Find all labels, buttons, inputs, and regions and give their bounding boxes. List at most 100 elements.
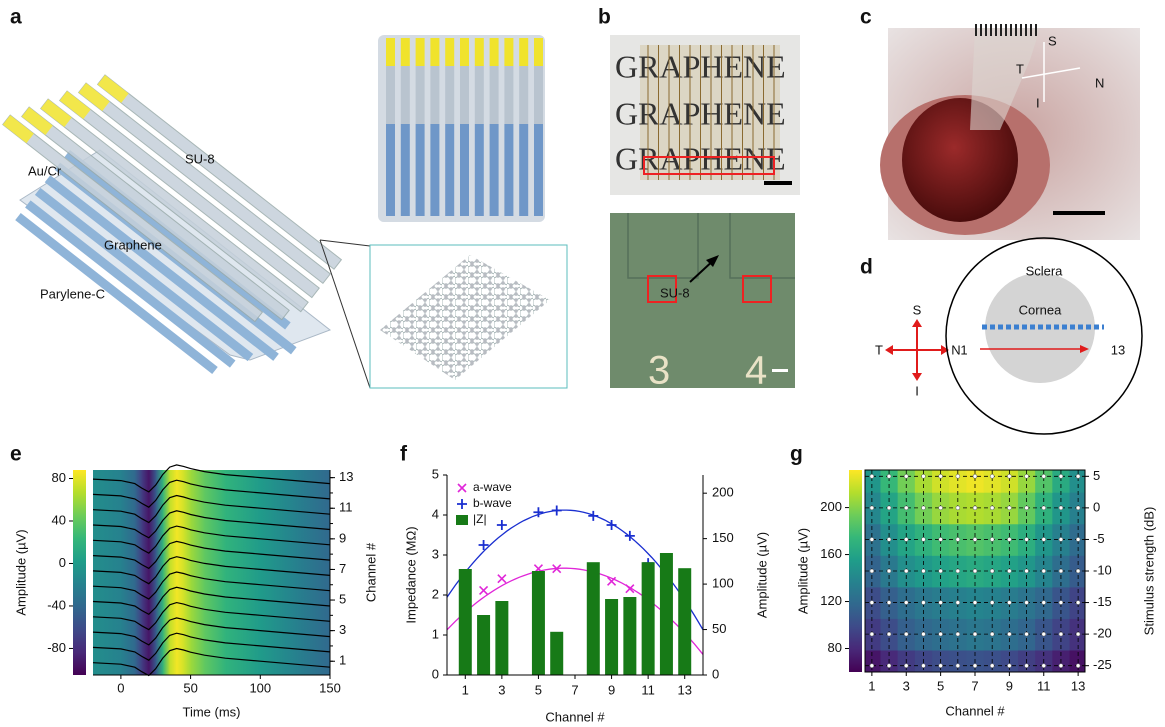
sample-point	[1059, 474, 1063, 478]
y-tick-label: 120	[820, 593, 842, 608]
sample-point	[1076, 474, 1080, 478]
x-tick-label: 9	[608, 682, 615, 697]
y-tick-label: 80	[828, 640, 842, 655]
x-axis-label: Channel #	[945, 703, 1005, 718]
bar	[459, 569, 472, 675]
sample-point	[1025, 474, 1029, 478]
x-tick-label: 9	[1006, 678, 1013, 693]
sample-point	[1059, 664, 1063, 668]
sample-point	[990, 664, 994, 668]
x-tick-label: 5	[937, 678, 944, 693]
bar	[550, 632, 563, 675]
y-tick-label: 3	[432, 546, 439, 561]
y2-tick-label: 9	[339, 530, 346, 545]
x-tick-label: 7	[571, 682, 578, 697]
sample-point	[904, 474, 908, 478]
y2-tick-label: 150	[712, 530, 734, 545]
y2-tick-label: -5	[1093, 531, 1105, 546]
sample-point	[939, 506, 943, 510]
region-label: Cornea	[1019, 302, 1062, 317]
sample-point	[921, 506, 925, 510]
compass-label: T	[875, 342, 883, 357]
sample-point	[939, 474, 943, 478]
sample-point	[870, 506, 874, 510]
sample-point	[870, 664, 874, 668]
layer-label: Parylene-C	[40, 286, 105, 301]
sample-point	[973, 474, 977, 478]
sample-point	[1042, 474, 1046, 478]
sample-point	[921, 664, 925, 668]
panel-letter: f	[400, 443, 408, 466]
y-tick-label: 80	[52, 470, 66, 485]
sample-point	[887, 506, 891, 510]
sample-point	[887, 569, 891, 573]
bar	[660, 553, 673, 675]
y2-axis-label: Stimulus strength (dB)	[1141, 507, 1156, 636]
sample-point	[1076, 664, 1080, 668]
channel-end-label: 13	[1111, 342, 1125, 357]
sample-point	[1042, 632, 1046, 636]
sample-point	[1007, 601, 1011, 605]
sample-point	[990, 474, 994, 478]
sample-point	[904, 601, 908, 605]
sample-point	[973, 664, 977, 668]
bar	[587, 562, 600, 675]
legend-marker	[457, 499, 467, 509]
y2-tick-label: 200	[712, 485, 734, 500]
sample-point	[921, 569, 925, 573]
x-tick-label: 0	[117, 680, 124, 695]
sample-point	[870, 632, 874, 636]
electrode-diagram	[3, 44, 370, 405]
y-tick-label: 40	[52, 512, 66, 527]
bar	[642, 562, 655, 675]
sample-point	[1042, 506, 1046, 510]
y-tick-label: 0	[432, 666, 439, 681]
y2-tick-label: 7	[339, 561, 346, 576]
sample-point	[1042, 601, 1046, 605]
sample-point	[939, 569, 943, 573]
sample-point	[1076, 506, 1080, 510]
sample-point	[1007, 474, 1011, 478]
sample-point	[1025, 664, 1029, 668]
orientation-diagram	[885, 238, 1142, 434]
x-tick-label: 5	[535, 682, 542, 697]
sample-point	[973, 537, 977, 541]
sample-point	[990, 537, 994, 541]
legend-label: |Z|	[473, 512, 487, 526]
bar	[532, 571, 545, 675]
sample-point	[1042, 664, 1046, 668]
compass-label: N	[951, 342, 960, 357]
sample-point	[1007, 537, 1011, 541]
sample-point	[956, 474, 960, 478]
sample-point	[870, 601, 874, 605]
sample-point	[939, 632, 943, 636]
sample-point	[921, 537, 925, 541]
x-tick-label: 50	[183, 680, 197, 695]
layer-label: Graphene	[104, 237, 162, 252]
marker	[497, 520, 507, 530]
legend-marker	[458, 484, 466, 492]
x-axis-label: Time (ms)	[182, 704, 240, 719]
y2-tick-label: 3	[339, 622, 346, 637]
y-tick-label: -40	[47, 597, 66, 612]
x-tick-label: 100	[249, 680, 271, 695]
bar	[495, 601, 508, 675]
x-tick-label: 3	[498, 682, 505, 697]
y2-tick-label: 0	[1093, 499, 1100, 514]
sample-point	[956, 601, 960, 605]
y2-tick-label: 13	[339, 469, 353, 484]
sample-point	[990, 569, 994, 573]
bar	[605, 599, 618, 675]
sample-point	[870, 569, 874, 573]
x-tick-label: 1	[462, 682, 469, 697]
layer-label: SU-8	[185, 151, 215, 166]
charts: e050100150-80-4004080135791113Time (ms)A…	[10, 443, 1156, 725]
compass-label: T	[1016, 61, 1024, 76]
channel-end-label: 1	[960, 342, 967, 357]
panel-letter: b	[598, 6, 611, 29]
colorbar	[849, 470, 862, 672]
sample-point	[990, 506, 994, 510]
y-tick-label: 4	[432, 506, 439, 521]
sample-point	[939, 664, 943, 668]
sample-point	[1059, 537, 1063, 541]
